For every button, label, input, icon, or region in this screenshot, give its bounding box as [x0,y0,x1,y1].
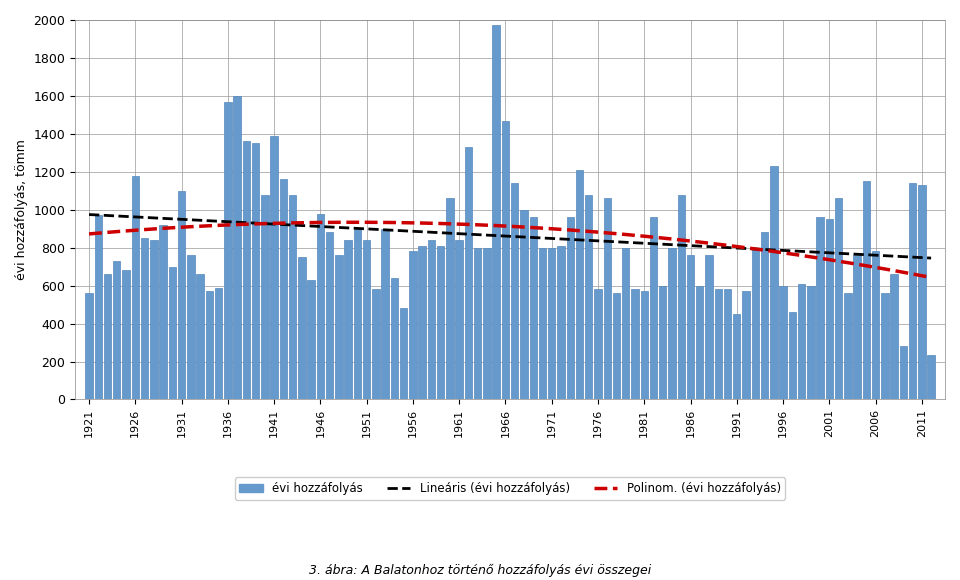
Bar [844,293,852,400]
Bar [807,285,814,400]
Bar [576,170,583,400]
Bar [224,102,231,400]
Bar [612,293,620,400]
Bar [363,240,371,400]
Bar [502,121,509,400]
Bar [391,278,398,400]
Bar [205,291,213,400]
Bar [95,215,102,400]
Bar [566,218,574,400]
Bar [150,240,157,400]
Bar [353,229,361,400]
Bar [752,248,759,400]
Bar [455,240,463,400]
Bar [604,198,611,400]
Bar [539,248,546,400]
Bar [733,314,740,400]
Bar [428,240,435,400]
Bar [826,219,833,400]
Bar [891,274,898,400]
Bar [252,143,259,400]
Bar [872,252,879,400]
Bar [520,210,528,400]
Bar [197,274,204,400]
Bar [511,183,518,400]
Bar [530,218,537,400]
Bar [345,240,351,400]
Bar [678,194,685,400]
Bar [881,293,889,400]
Bar [446,198,454,400]
Bar [909,183,916,400]
Bar [640,291,648,400]
Bar [299,257,305,400]
Bar [706,255,712,400]
Bar [853,255,861,400]
Bar [863,182,870,400]
Bar [289,194,297,400]
Bar [437,246,444,400]
Bar [85,293,93,400]
Bar [780,285,787,400]
Bar [169,267,176,400]
Bar [132,176,139,400]
Bar [141,238,148,400]
Bar [660,285,666,400]
Bar [483,248,491,400]
Bar [317,213,324,400]
Y-axis label: évi hozzáfolyás, tömm: évi hozzáfolyás, tömm [15,139,28,280]
Bar [233,96,241,400]
Bar [585,194,592,400]
Bar [622,248,630,400]
Bar [279,179,287,400]
Bar [668,248,676,400]
Legend: évi hozzáfolyás, Lineáris (évi hozzáfolyás), Polinom. (évi hozzáfolyás): évi hozzáfolyás, Lineáris (évi hozzáfoly… [234,477,785,500]
Bar [557,246,564,400]
Bar [714,289,722,400]
Bar [271,136,277,400]
Bar [372,289,379,400]
Bar [770,166,778,400]
Bar [594,289,602,400]
Bar [178,191,185,400]
Bar [243,142,250,400]
Bar [104,274,111,400]
Bar [159,225,167,400]
Bar [215,288,223,400]
Bar [761,233,768,400]
Bar [122,270,130,400]
Bar [419,246,426,400]
Bar [187,255,195,400]
Bar [918,185,925,400]
Text: 3. ábra: A Balatonhoz történő hozzáfolyás évi összegei: 3. ábra: A Balatonhoz történő hozzáfolyá… [309,564,651,577]
Bar [798,284,805,400]
Bar [696,285,704,400]
Bar [113,261,121,400]
Bar [409,252,417,400]
Bar [742,291,750,400]
Bar [816,218,824,400]
Bar [492,25,500,400]
Bar [724,289,732,400]
Bar [261,194,269,400]
Bar [307,280,315,400]
Bar [381,229,389,400]
Bar [548,248,556,400]
Bar [788,312,796,400]
Bar [400,309,407,400]
Bar [835,198,842,400]
Bar [686,255,694,400]
Bar [927,355,935,400]
Bar [900,346,907,400]
Bar [465,147,472,400]
Bar [632,289,638,400]
Bar [650,218,658,400]
Bar [474,248,481,400]
Bar [326,233,333,400]
Bar [335,255,343,400]
